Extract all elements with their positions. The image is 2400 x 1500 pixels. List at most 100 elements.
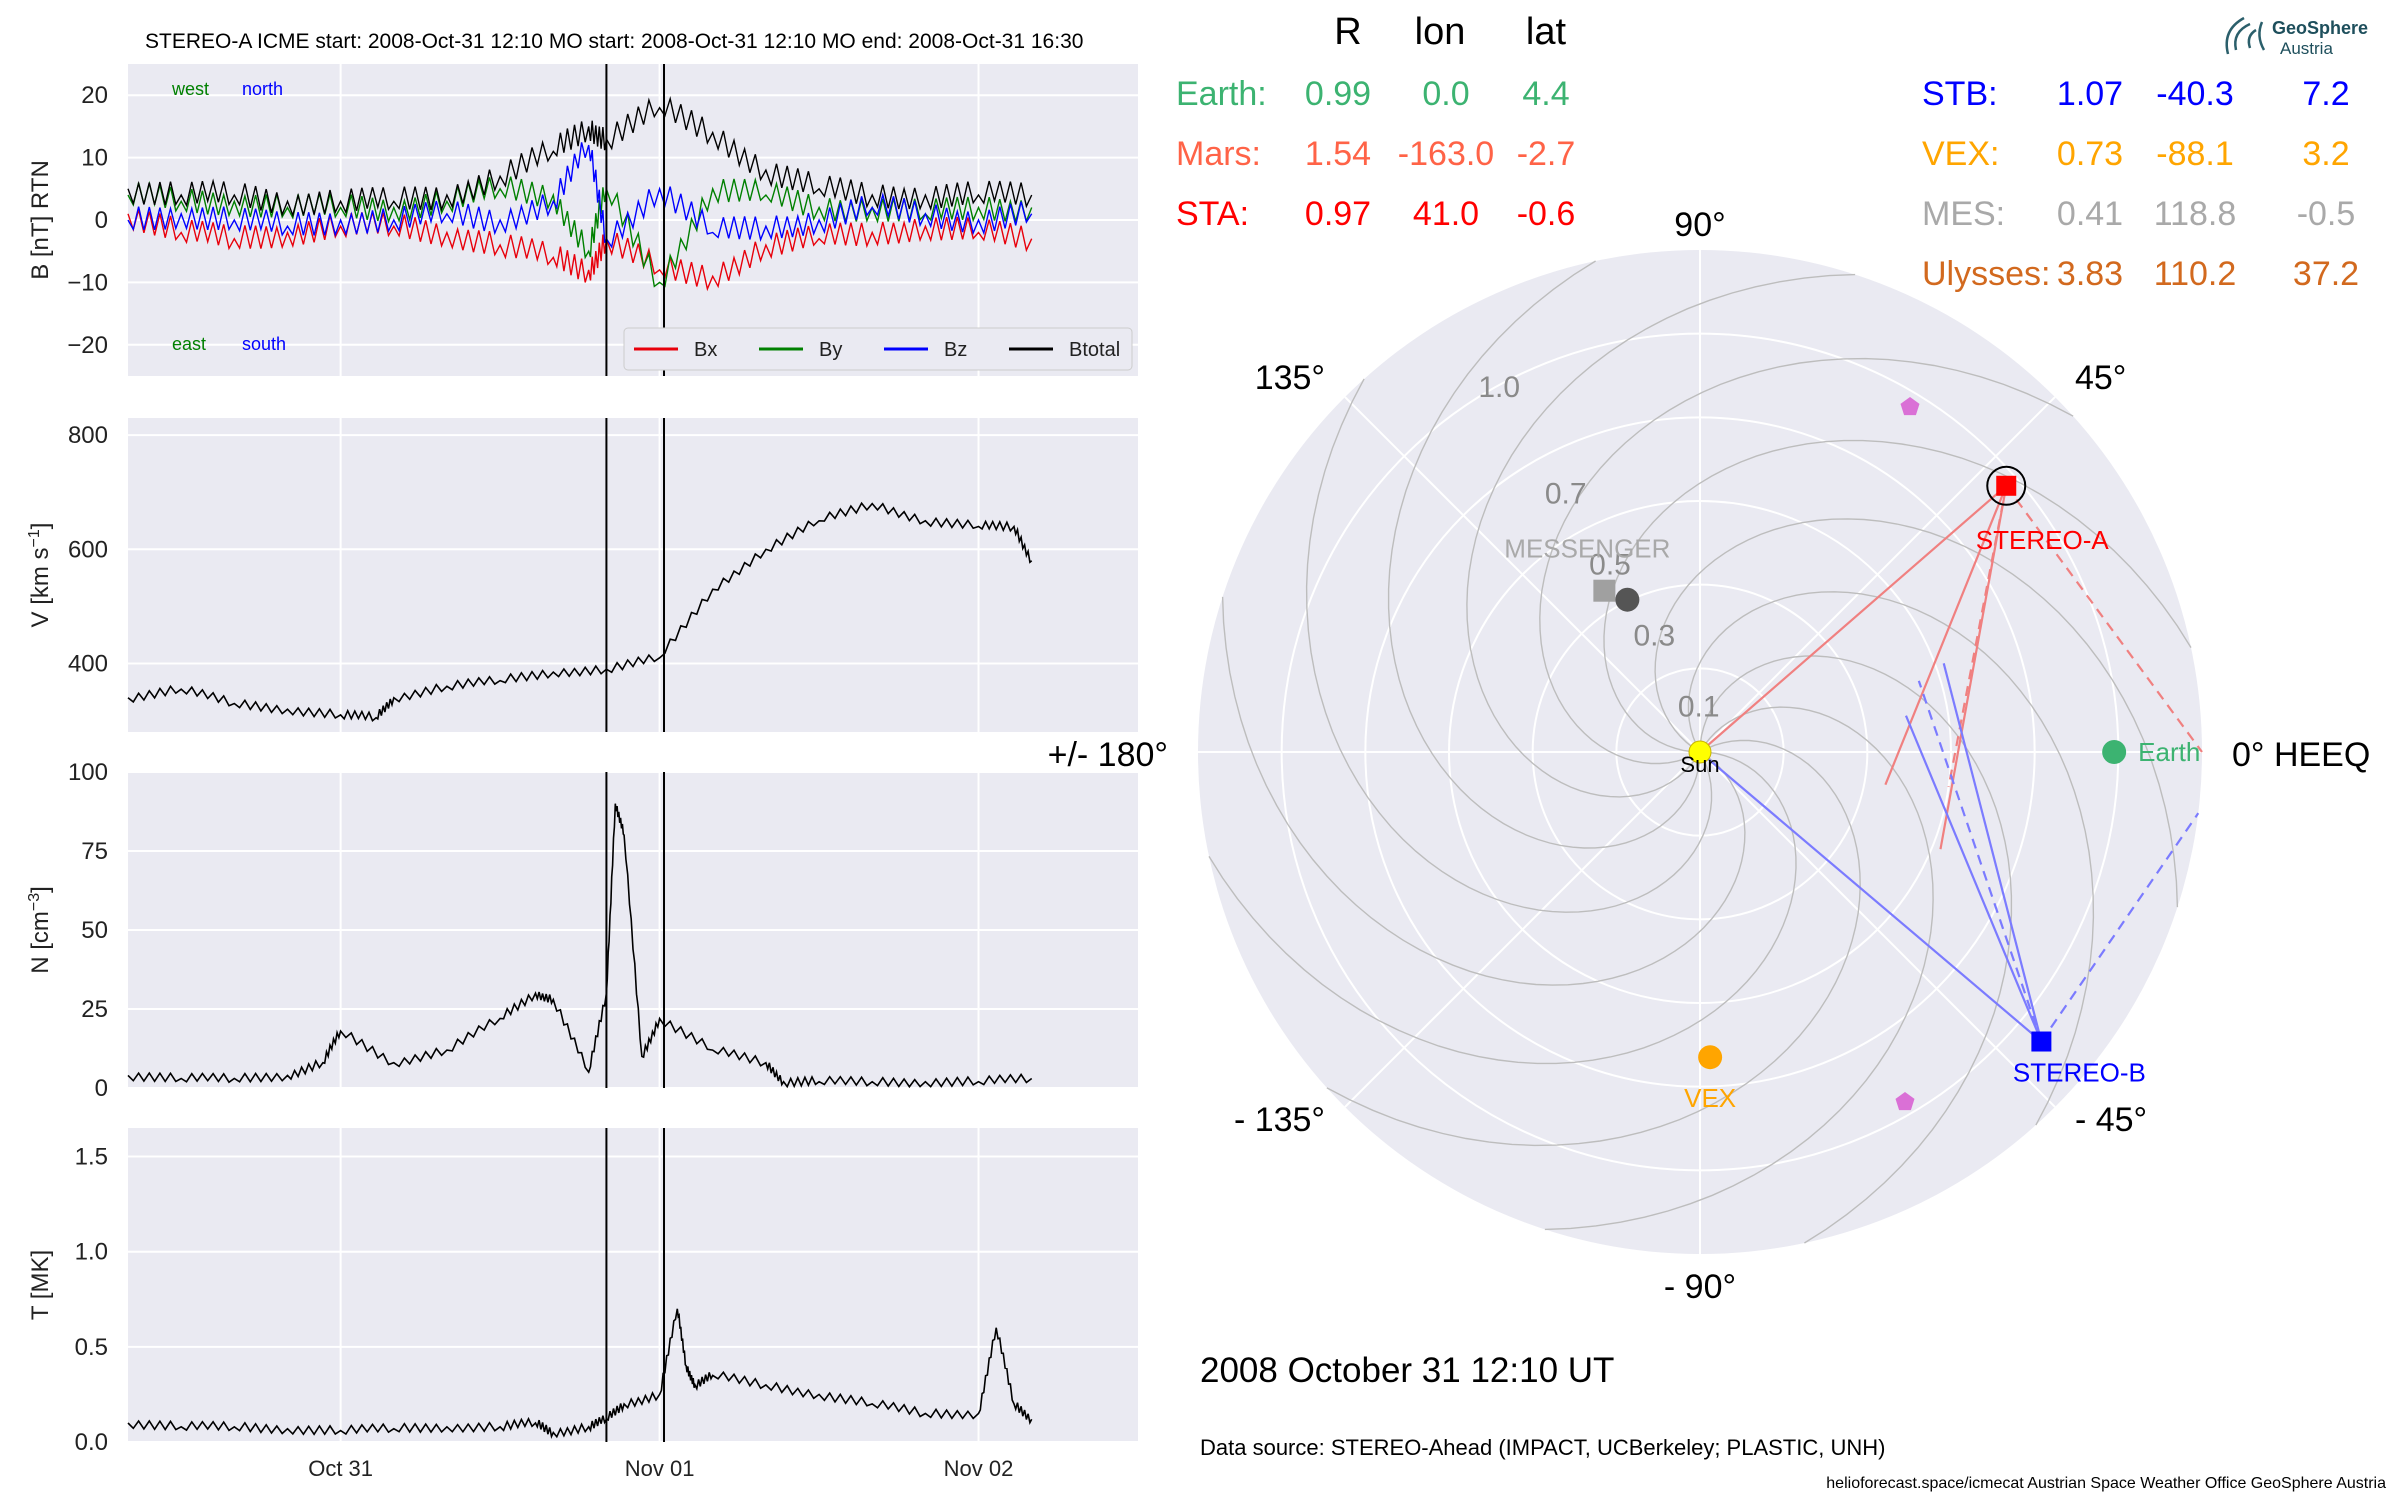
stb-line — [1699, 751, 2043, 1043]
pos-name: MES: — [1922, 195, 2005, 233]
bodies: STEREO-A STEREO-B Earth VEX MESSENGER Sun — [1504, 397, 2200, 1113]
panel-background — [128, 418, 1138, 732]
y-tick-label: 20 — [81, 82, 108, 109]
y-tick-label: −10 — [67, 269, 108, 296]
angle-gridline — [1699, 396, 2056, 753]
radial-tick-label: 0.7 — [1545, 478, 1587, 511]
stb-line — [1904, 715, 2043, 1042]
panel-4: Oct 31 Nov 01 Nov 02 1.5 1.0 0.5 0.0 T [MK] — [27, 1128, 1138, 1481]
sta-line — [1884, 485, 2008, 786]
footer: helioforecast.space/icmecat Austrian Spa… — [1826, 1475, 2386, 1492]
earth-marker — [2102, 740, 2127, 764]
y-tick-label: −20 — [67, 332, 108, 359]
plot-title: STEREO-A ICME start: 2008-Oct-31 12:10 M… — [145, 30, 1083, 53]
parker-spiral — [1387, 260, 1701, 849]
stereo-a-marker — [1996, 475, 2017, 496]
logo-line1: GeoSphere — [2272, 18, 2368, 38]
pos-name: STB: — [1922, 75, 1998, 113]
series-line — [127, 1308, 1033, 1439]
legend-label: Btotal — [1069, 339, 1120, 361]
sta-line — [1699, 484, 2007, 753]
y-tick-label: 0 — [95, 207, 108, 234]
y-axis-label: B [nT] RTN — [27, 160, 54, 280]
pos-lat: 4.4 — [1522, 75, 1569, 113]
x-tick-label: Oct 31 — [308, 1456, 373, 1481]
stereo-a-label: STEREO-A — [1976, 525, 2110, 555]
pos-name: VEX: — [1922, 135, 1999, 173]
panel-3: 100 75 50 25 0 N [cm−3] — [26, 759, 1138, 1102]
angle-gridline — [1344, 396, 1701, 753]
y-tick-label: 0.0 — [75, 1429, 108, 1456]
y-tick-label: 100 — [68, 759, 108, 786]
positions-header-R: R — [1334, 11, 1361, 53]
polar-plot: 90° 45° 0° HEEQ - 45° - 90° - 135° +/- 180° 135… — [1048, 206, 2371, 1306]
pos-lon: 118.8 — [2154, 195, 2237, 233]
stereo-b-label: STEREO-B — [2013, 1058, 2146, 1088]
y-axis-label: T [MK] — [27, 1250, 54, 1320]
series-line — [127, 501, 1033, 723]
sta-line — [1939, 485, 2008, 850]
sta-dashed-line — [1947, 485, 2008, 788]
earth-label: Earth — [2138, 737, 2200, 767]
spacecraft-fov-lines — [1699, 484, 2203, 1043]
y-tick-label: 50 — [81, 917, 108, 944]
pos-lon: -88.1 — [2156, 135, 2234, 173]
pos-lat: 3.2 — [2302, 135, 2349, 173]
x-tick-label: Nov 01 — [625, 1456, 695, 1481]
panel-1: 20 10 0 −10 −20 B [nT] RTN west north east south B… — [27, 64, 1138, 376]
pos-r: 3.83 — [2057, 255, 2123, 293]
y-tick-label: 75 — [81, 838, 108, 865]
sun-marker — [1688, 740, 1712, 764]
stb-dashed-line — [1917, 680, 2043, 1042]
y-tick-label: 10 — [81, 145, 108, 172]
pos-lat: -0.5 — [2297, 195, 2356, 233]
data-source: Data source: STEREO-Ahead (IMPACT, UCBer… — [1200, 1435, 1885, 1460]
pos-name: Earth: — [1176, 75, 1267, 113]
pos-name: Ulysses: — [1922, 255, 2050, 293]
parker-spiral — [1221, 596, 1746, 986]
panel-2: 800 600 400 V [km s−1] — [26, 418, 1138, 732]
pos-name: STA: — [1176, 195, 1249, 233]
geosphere-logo: GeoSphere Austria — [2225, 16, 2368, 58]
y-tick-label: 600 — [68, 536, 108, 563]
y-tick-label: 800 — [68, 422, 108, 449]
pos-lat: 7.2 — [2302, 75, 2349, 113]
parker-spiral — [1699, 655, 2013, 1244]
pos-lon: -163.0 — [1398, 135, 1494, 173]
angle-label: +/- 180° — [1048, 736, 1168, 774]
label-south: south — [242, 334, 286, 354]
legend-label: By — [819, 339, 842, 361]
parker-spiral — [1208, 751, 1797, 1065]
parker-spiral — [1544, 706, 1934, 1231]
pentagon-marker — [1895, 1092, 1915, 1111]
stereo-a-ring — [1986, 465, 2027, 506]
series-bz — [127, 142, 1033, 249]
series-bx — [127, 209, 1033, 292]
parker-spiral — [1603, 439, 2192, 753]
radial-tick-label: 0.1 — [1678, 691, 1720, 724]
angle-gridline — [1344, 751, 1701, 1108]
parker-spirals — [1208, 260, 2192, 1244]
messenger-label: MESSENGER — [1504, 534, 1670, 564]
angle-label: - 45° — [2075, 1101, 2147, 1139]
pentagon-marker — [1900, 397, 1920, 416]
radial-tick-label: 0.3 — [1633, 620, 1675, 653]
y-tick-label: 1.5 — [75, 1144, 108, 1171]
pos-r: 1.54 — [1305, 135, 1371, 173]
angle-label: 90° — [1674, 206, 1725, 244]
label-east: east — [172, 334, 206, 354]
logo-line2: Austria — [2280, 39, 2333, 58]
y-axis-label: N [cm−3] — [26, 886, 54, 974]
pos-lon: 41.0 — [1413, 195, 1479, 233]
radial-tick-label: 0.5 — [1589, 549, 1631, 582]
angle-label: 45° — [2075, 359, 2126, 397]
pos-lat: 37.2 — [2293, 255, 2359, 293]
sta-dashed-line — [2005, 485, 2203, 753]
pos-r: 0.99 — [1305, 75, 1371, 113]
parker-spiral — [1687, 591, 2095, 1126]
legend-label: Bz — [944, 339, 967, 361]
y-axis-label: V [km s−1] — [26, 523, 54, 628]
angle-label: 135° — [1255, 359, 1325, 397]
pos-lat: -0.6 — [1517, 195, 1576, 233]
